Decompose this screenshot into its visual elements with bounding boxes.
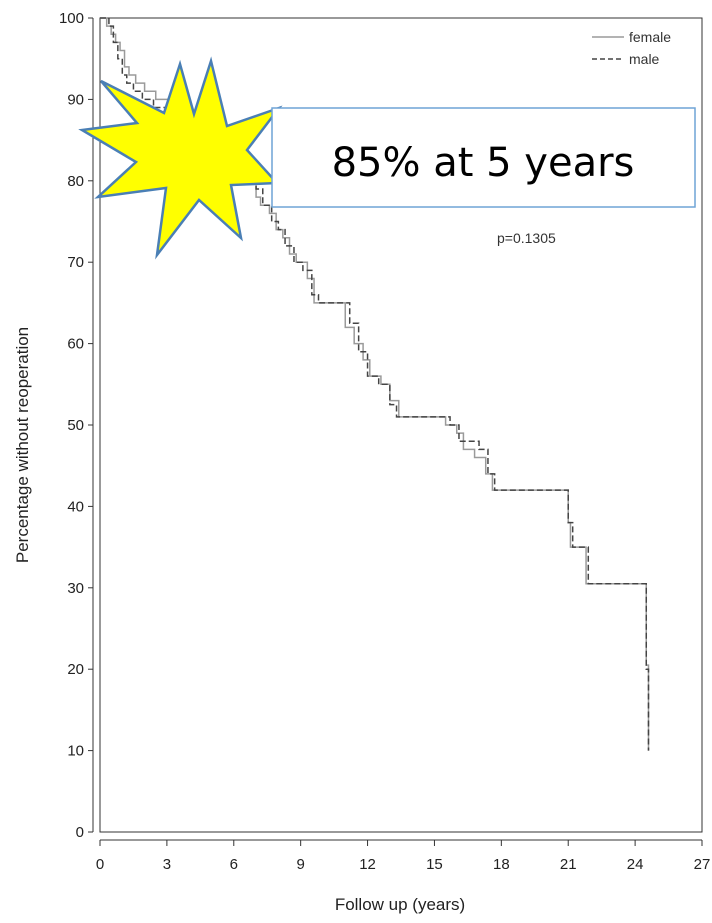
y-axis-title: Percentage without reoperation (13, 327, 32, 563)
starburst-icon (78, 56, 283, 260)
callout-box (271, 107, 696, 208)
plot-frame (99, 17, 703, 833)
callout-text: 85% at 5 years (332, 140, 635, 186)
p-value-label: p=0.1305 (497, 230, 556, 246)
legend: female male (592, 29, 671, 67)
x-tick-label: 27 (694, 856, 711, 873)
series-line-male (100, 17, 650, 751)
x-tick-label: 3 (163, 856, 171, 873)
x-tick-label: 15 (426, 856, 443, 873)
x-tick-label: 21 (560, 856, 577, 873)
y-tick-label: 100 (59, 10, 84, 27)
y-tick-label: 80 (67, 173, 84, 190)
series-line-female (100, 17, 650, 751)
x-tick-label: 18 (493, 856, 510, 873)
x-tick-label: 0 (96, 856, 104, 873)
legend-label-male: male (629, 51, 660, 67)
y-tick-label: 20 (67, 661, 84, 678)
y-tick-label: 40 (67, 498, 84, 515)
series-lines (100, 17, 650, 751)
y-tick-label: 0 (76, 824, 84, 841)
x-tick-label: 24 (627, 856, 644, 873)
y-tick-label: 10 (67, 743, 84, 760)
axis-ticks: 0 10 20 30 40 50 60 70 80 90 100 0 3 6 9 12 15 18 21 24 27 (59, 10, 710, 873)
x-axis-title: Follow up (years) (335, 895, 465, 914)
legend-label-female: female (629, 29, 671, 45)
y-tick-label: 30 (67, 580, 84, 597)
x-tick-label: 9 (296, 856, 304, 873)
x-tick-label: 12 (359, 856, 376, 873)
y-tick-label: 60 (67, 336, 84, 353)
y-tick-label: 70 (67, 254, 84, 271)
y-tick-label: 90 (67, 91, 84, 108)
y-tick-label: 50 (67, 417, 84, 434)
x-tick-label: 6 (230, 856, 238, 873)
